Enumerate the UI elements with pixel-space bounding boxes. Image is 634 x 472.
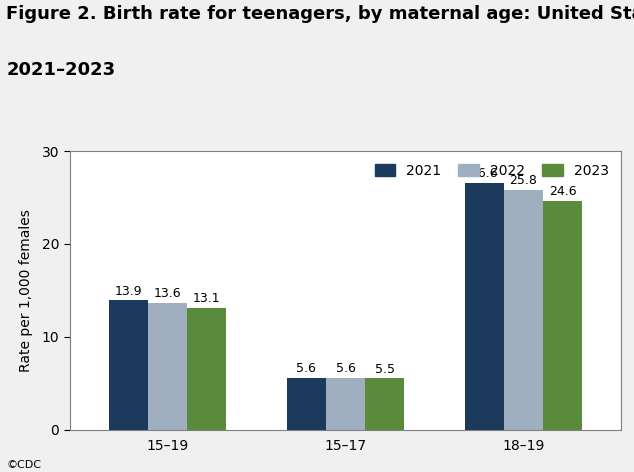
Text: 5.6: 5.6 <box>335 362 356 375</box>
Bar <box>109 301 148 430</box>
Text: Figure 2. Birth rate for teenagers, by maternal age: United States,: Figure 2. Birth rate for teenagers, by m… <box>6 5 634 23</box>
Bar <box>287 378 326 430</box>
Text: 5.5: 5.5 <box>375 362 395 376</box>
Bar <box>504 190 543 430</box>
Y-axis label: Rate per 1,000 females: Rate per 1,000 females <box>20 209 34 372</box>
Text: 13.1: 13.1 <box>193 292 221 305</box>
Legend: 2021, 2022, 2023: 2021, 2022, 2023 <box>369 158 614 183</box>
Text: 25.8: 25.8 <box>510 174 538 187</box>
Bar <box>365 379 404 430</box>
Bar <box>187 308 226 430</box>
Text: 5.6: 5.6 <box>297 362 316 375</box>
Text: 13.9: 13.9 <box>115 285 142 298</box>
Text: ©CDC: ©CDC <box>6 460 41 470</box>
Text: 24.6: 24.6 <box>549 185 576 198</box>
Text: 2021–2023: 2021–2023 <box>6 61 115 79</box>
Bar <box>326 378 365 430</box>
Text: 26.6: 26.6 <box>470 167 498 180</box>
Text: 13.6: 13.6 <box>154 287 181 301</box>
Bar <box>465 183 504 430</box>
Bar <box>543 201 582 430</box>
Bar <box>148 303 187 430</box>
